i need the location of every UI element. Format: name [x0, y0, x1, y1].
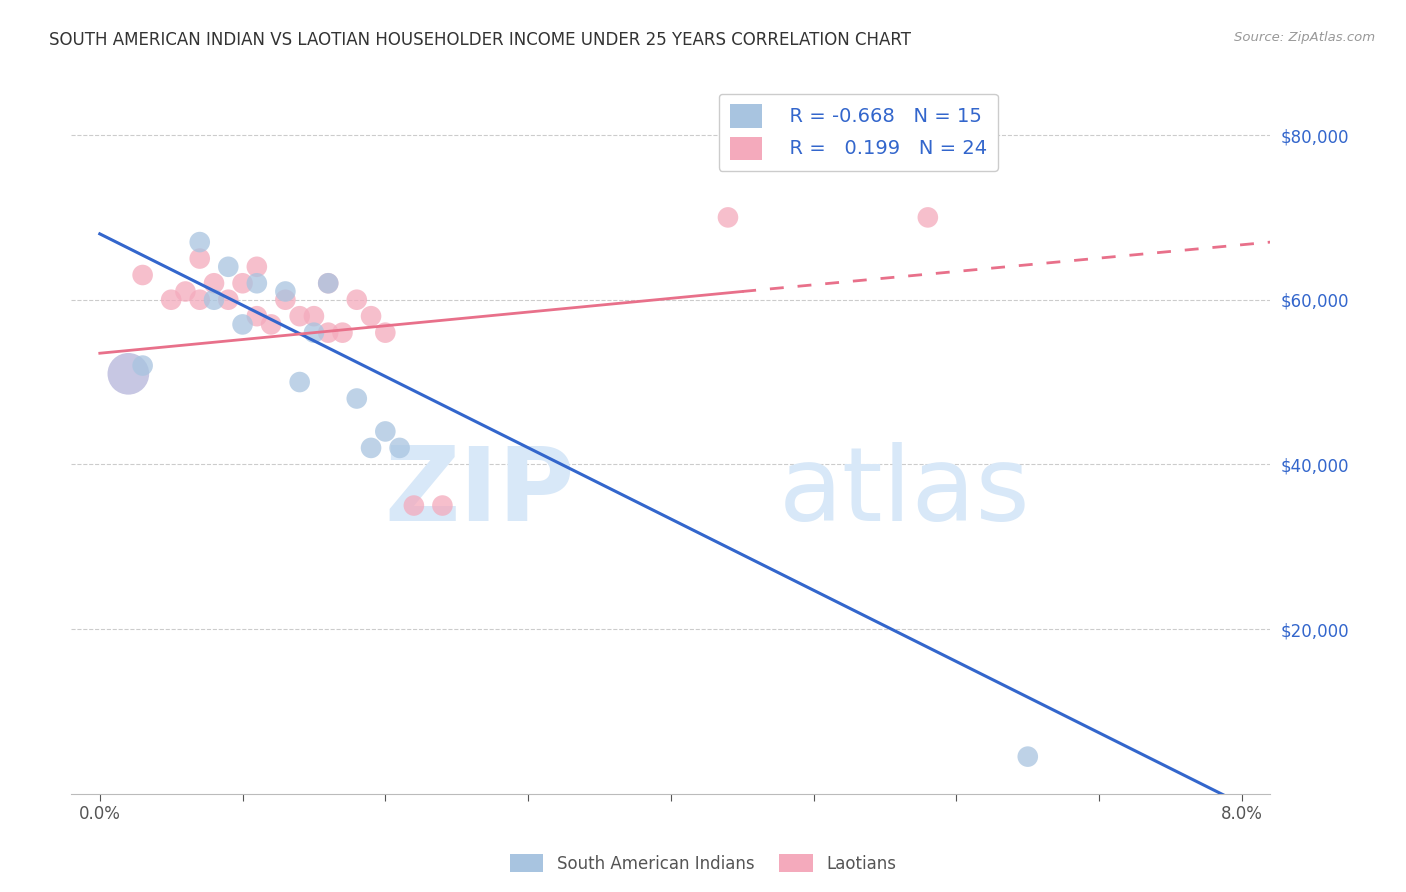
Point — [346, 392, 368, 406]
Point — [188, 252, 211, 266]
Y-axis label: Householder Income Under 25 years: Householder Income Under 25 years — [0, 295, 7, 576]
Point — [316, 277, 339, 291]
Point — [1017, 749, 1039, 764]
Point — [717, 211, 740, 225]
Text: atlas: atlas — [779, 442, 1031, 543]
Point — [246, 260, 269, 274]
Point — [188, 235, 211, 249]
Text: Source: ZipAtlas.com: Source: ZipAtlas.com — [1234, 31, 1375, 45]
Point — [174, 285, 197, 299]
Point — [288, 375, 311, 389]
Text: SOUTH AMERICAN INDIAN VS LAOTIAN HOUSEHOLDER INCOME UNDER 25 YEARS CORRELATION C: SOUTH AMERICAN INDIAN VS LAOTIAN HOUSEHO… — [49, 31, 911, 49]
Point — [332, 326, 354, 340]
Legend: South American Indians, Laotians: South American Indians, Laotians — [503, 847, 903, 880]
Point — [260, 318, 283, 332]
Point — [131, 268, 153, 282]
Point — [232, 277, 254, 291]
Point — [160, 293, 183, 307]
Point — [246, 277, 269, 291]
Point — [188, 293, 211, 307]
Legend:   R = -0.668   N = 15,   R =   0.199   N = 24: R = -0.668 N = 15, R = 0.199 N = 24 — [718, 94, 998, 170]
Point — [302, 309, 325, 323]
Point — [316, 326, 339, 340]
Point — [288, 309, 311, 323]
Point — [274, 285, 297, 299]
Point — [202, 277, 225, 291]
Point — [432, 499, 454, 513]
Point — [117, 367, 139, 381]
Point — [246, 309, 269, 323]
Point — [232, 318, 254, 332]
Point — [202, 293, 225, 307]
Point — [374, 326, 396, 340]
Point — [374, 425, 396, 439]
Point — [217, 260, 239, 274]
Point — [346, 293, 368, 307]
Text: ZIP: ZIP — [385, 442, 575, 543]
Point — [360, 441, 382, 455]
Point — [274, 293, 297, 307]
Point — [402, 499, 425, 513]
Point — [917, 211, 939, 225]
Point — [360, 309, 382, 323]
Point — [217, 293, 239, 307]
Point — [131, 359, 153, 373]
Point — [302, 326, 325, 340]
Point — [316, 277, 339, 291]
Point — [388, 441, 411, 455]
